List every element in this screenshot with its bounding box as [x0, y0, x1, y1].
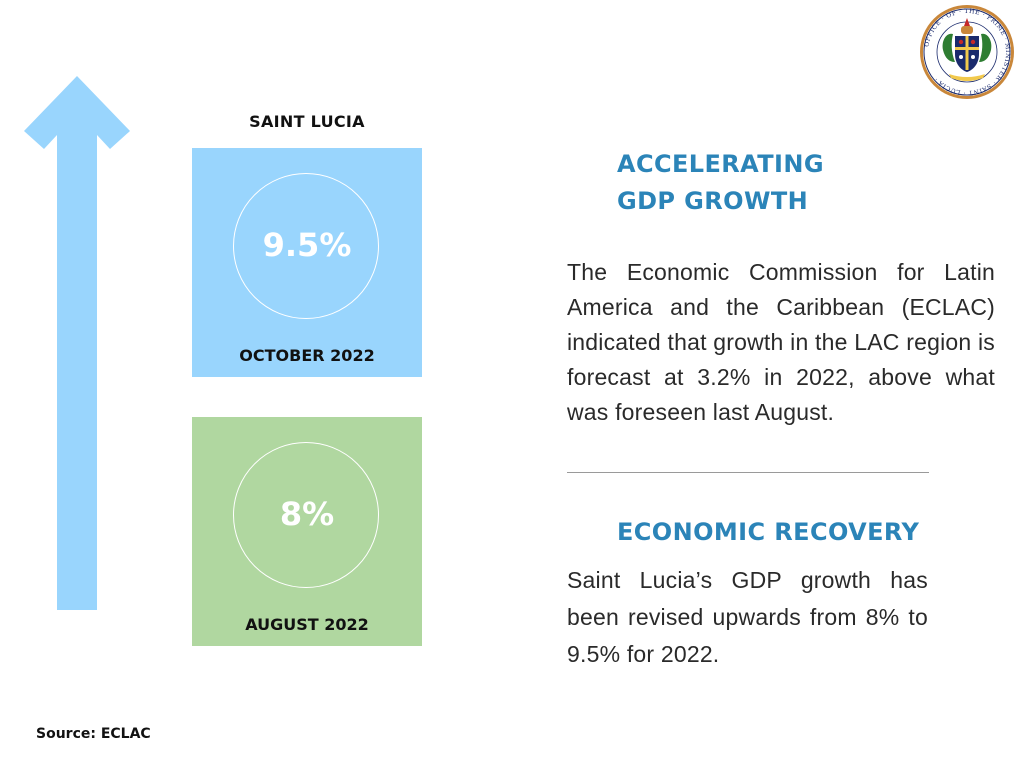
section-heading-economic-recovery: ECONOMIC RECOVERY [617, 518, 920, 546]
section-heading-gdp-growth: ACCELERATING GDP GROWTH [617, 146, 824, 220]
gdp-card-august: 8% AUGUST 2022 [192, 417, 422, 646]
eclac-paragraph: The Economic Commission for Latin Americ… [567, 259, 995, 425]
heading-line: ACCELERATING [617, 150, 824, 178]
office-seal-icon: OFFICE · OF · THE · PRIME · MINISTER · S… [920, 5, 1014, 99]
gdp-card-october: 9.5% OCTOBER 2022 [192, 148, 422, 377]
date-label-october: OCTOBER 2022 [239, 346, 375, 365]
country-label: SAINT LUCIA [249, 112, 365, 131]
value-ring [233, 442, 379, 588]
divider [567, 472, 929, 473]
gdp-value-august: 8% [279, 495, 335, 533]
up-arrow-icon [24, 76, 130, 610]
source-note: Source: ECLAC [36, 726, 151, 742]
gdp-value-october: 9.5% [262, 226, 352, 264]
date-label-august: AUGUST 2022 [245, 615, 369, 634]
recovery-paragraph: Saint Lucia’s GDP growth has been revise… [567, 567, 928, 667]
value-ring [233, 173, 379, 319]
heading-line: GDP GROWTH [617, 187, 809, 215]
